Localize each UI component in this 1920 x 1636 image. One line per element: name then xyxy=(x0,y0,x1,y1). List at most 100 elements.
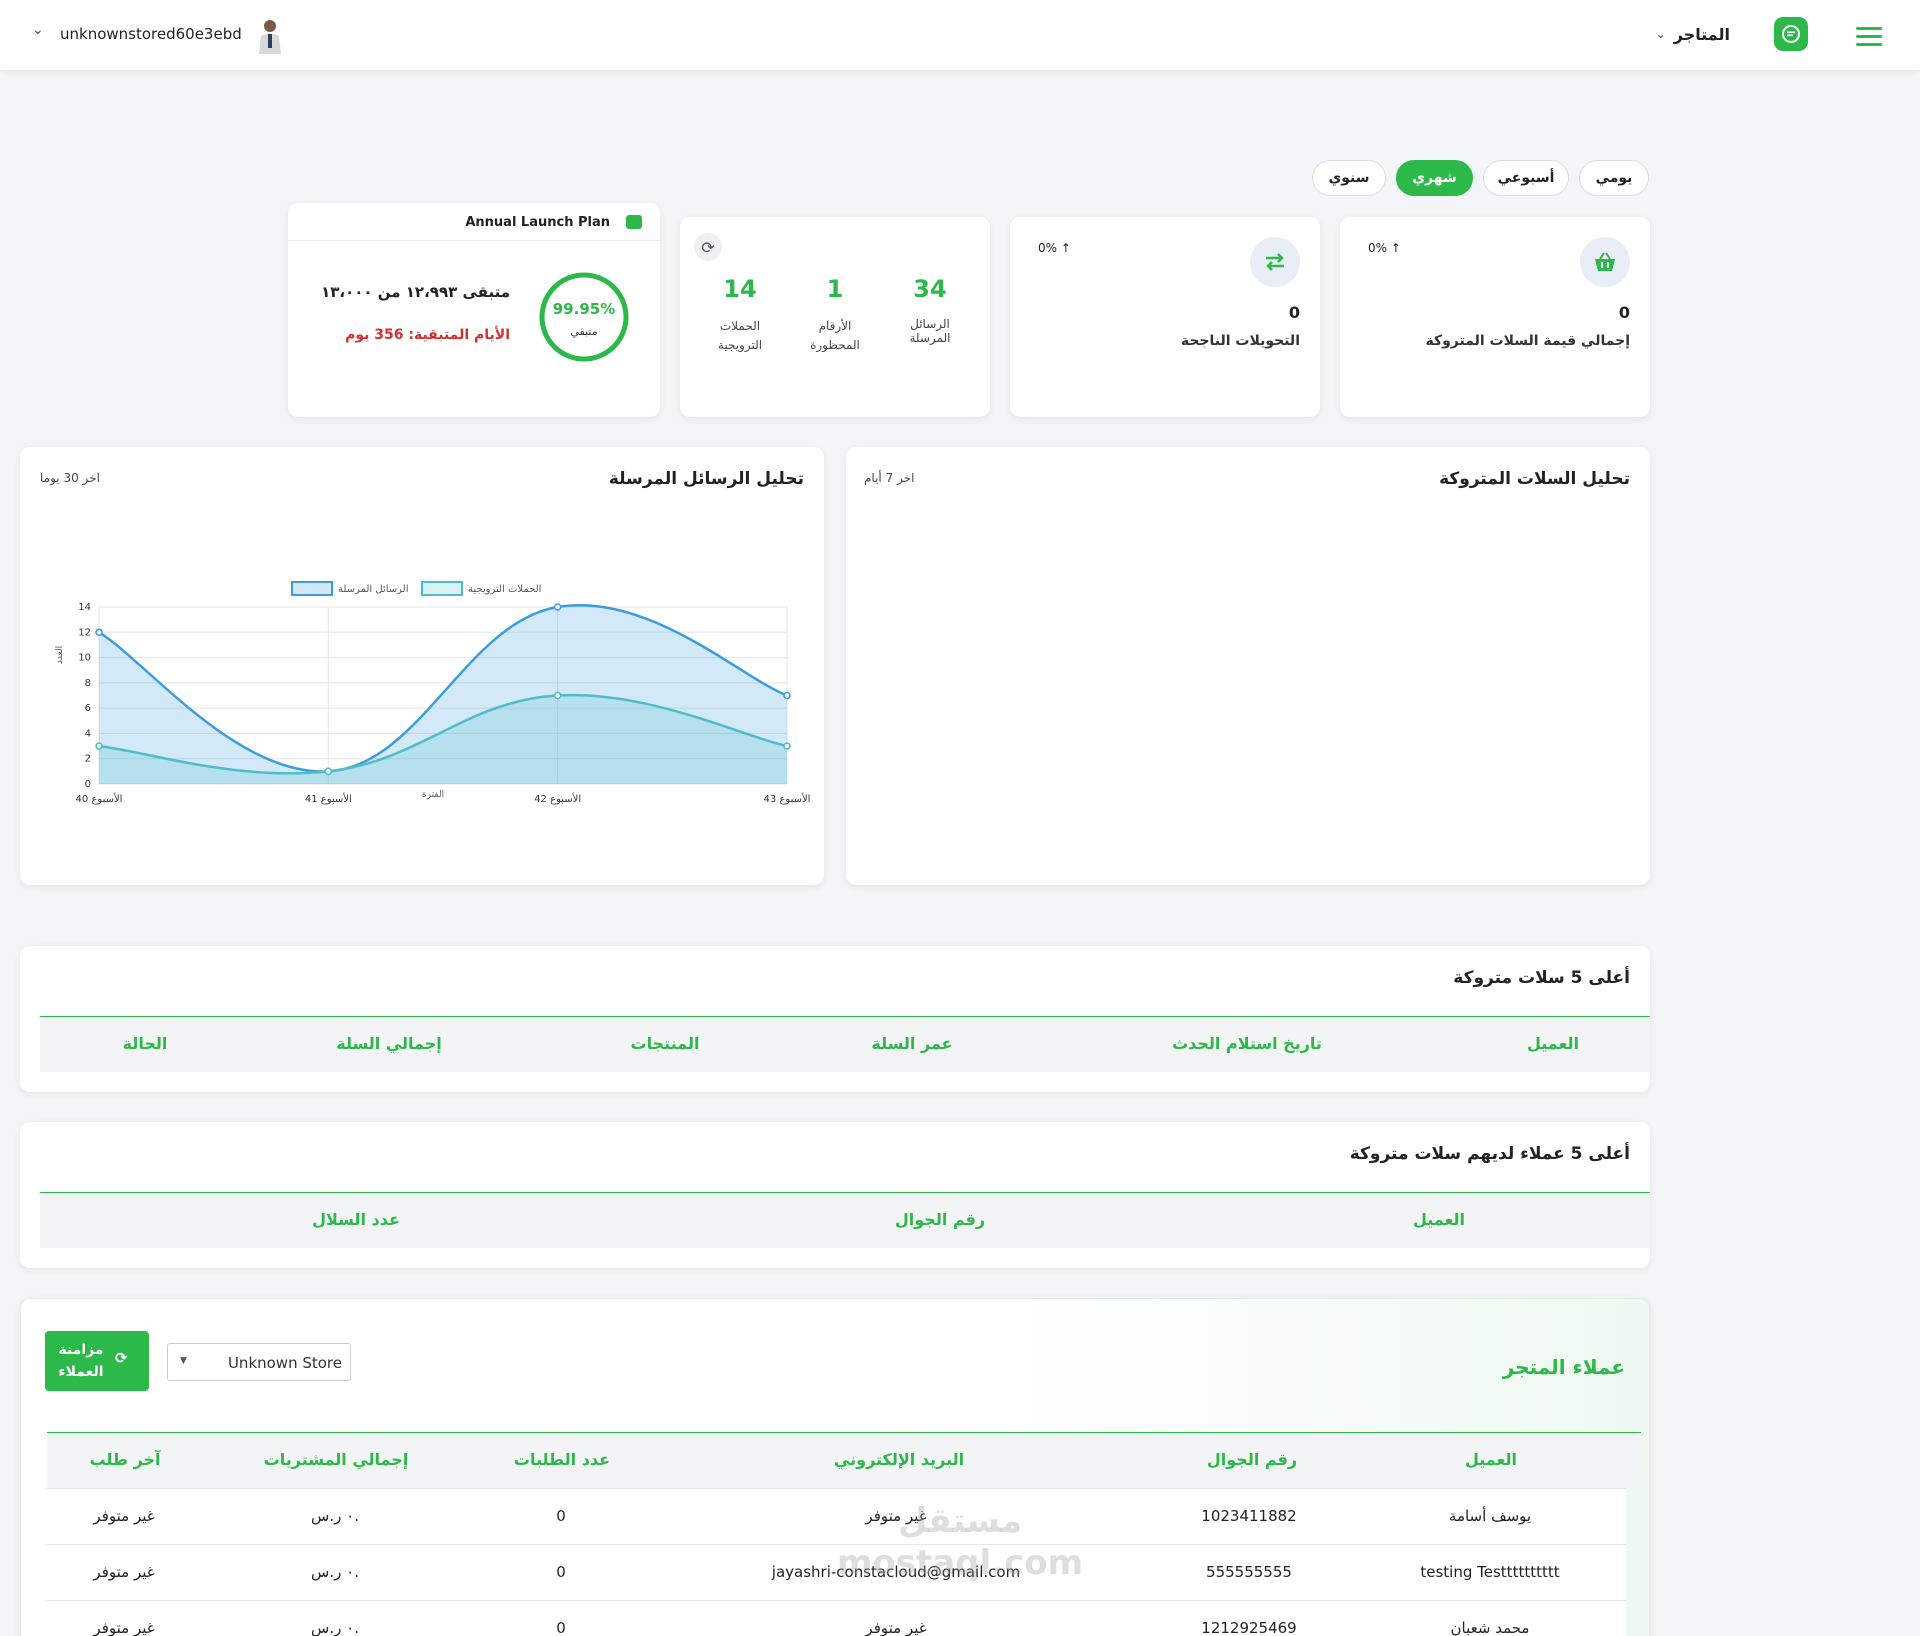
data-point xyxy=(783,742,791,750)
user-avatar[interactable] xyxy=(254,16,286,54)
column-header[interactable]: آخر طلب xyxy=(89,1450,161,1469)
stores-dropdown[interactable]: المتاجر ⌄ xyxy=(1650,22,1730,46)
username-label[interactable]: unknownstored60e3ebd xyxy=(60,25,242,43)
customer-orders: 0 xyxy=(556,1507,566,1525)
plan-card: Annual Launch Plan 99.95% متبقي متبقى ١٢… xyxy=(288,203,660,417)
plan-days-text: الأيام المتبقية: 356 يوم xyxy=(345,327,510,343)
table-row[interactable]: يوسف أسامة 1023411882 غير متوفر 0 ٠ ر.س.… xyxy=(46,1488,1626,1544)
data-point xyxy=(324,767,333,776)
messages-analysis-panel: تحليل الرسائل المرسلة اخر 30 يوما 0 2 4 6 8 1… xyxy=(20,447,824,885)
data-point xyxy=(553,603,562,611)
top-carts-panel: أعلى 5 سلات متروكة العميل تاريخ استلام ا… xyxy=(20,946,1650,1092)
stores-label: المتاجر xyxy=(1673,24,1730,44)
arrow-up-icon: ↑ xyxy=(1390,241,1401,255)
column-header[interactable]: المنتجات xyxy=(630,1034,700,1053)
customer-orders: 0 xyxy=(556,1619,566,1636)
data-point xyxy=(553,691,562,700)
basket-icon xyxy=(1580,237,1630,287)
customer-last-order: غير متوفر xyxy=(93,1507,155,1525)
messages-stats-card: ⟳ 34 الرسائل المرسلة 1 الأرقام المحظورة 1… xyxy=(680,217,990,417)
column-header[interactable]: عمر السلة xyxy=(871,1034,953,1053)
column-header[interactable]: العميل xyxy=(1464,1450,1518,1469)
customer-name[interactable]: يوسف أسامة xyxy=(1448,1507,1532,1525)
y-tick-label: 2 xyxy=(85,754,91,765)
store-select[interactable]: ▼ Unknown Store xyxy=(167,1343,351,1381)
x-tick-label: الأسبوع 41 xyxy=(305,792,352,805)
plan-header: Annual Launch Plan xyxy=(288,203,660,241)
series-area xyxy=(99,695,787,784)
whatsapp-logo-icon xyxy=(1774,17,1808,51)
change-badge: 0% ↑ xyxy=(1038,241,1071,255)
plan-progress-ring xyxy=(539,272,629,362)
chevron-down-icon: ⌄ xyxy=(1655,27,1666,41)
table-row[interactable]: محمد شعبان 1212925469 غير متوفر 0 ٠ ر.س.… xyxy=(46,1600,1626,1636)
top-bar: المتاجر ⌄ unknownstored60e3ebd ⌄ xyxy=(0,0,1920,70)
customer-last-order: غير متوفر xyxy=(93,1619,155,1636)
customer-last-order: غير متوفر xyxy=(93,1563,155,1581)
column-header[interactable]: عدد الطلبات xyxy=(513,1450,611,1469)
chart-x-ticks: الأسبوع 40 الأسبوع 41 الأسبوع 42 الأسبوع 43 xyxy=(76,792,811,805)
campaigns-label: الحملات الترويجية xyxy=(717,319,763,352)
plan-percent-label: متبقي xyxy=(570,325,598,338)
series-line xyxy=(98,604,788,773)
menu-icon[interactable] xyxy=(1856,22,1882,51)
x-tick-label: الأسبوع 43 xyxy=(764,792,811,805)
customer-total: ٠ ر.س. xyxy=(311,1563,359,1581)
y-tick-label: 6 xyxy=(85,703,91,714)
customer-email: غير متوفر xyxy=(865,1619,927,1636)
legend-label: الحملات الترويجية xyxy=(468,584,541,595)
conversions-label: التحويلات الناجحة xyxy=(1180,333,1300,349)
column-header[interactable]: العميل xyxy=(1412,1210,1466,1229)
table-row[interactable]: testing Testttttttttt 555555555 jayashri… xyxy=(46,1544,1626,1600)
column-header[interactable]: عدد السلال xyxy=(312,1210,400,1229)
customer-name[interactable]: testing Testttttttttt xyxy=(1420,1563,1560,1581)
customer-name[interactable]: محمد شعبان xyxy=(1450,1619,1530,1636)
top-customers-panel: أعلى 5 عملاء لديهم سلات متروكة العميل رق… xyxy=(20,1122,1650,1268)
column-header[interactable]: تاريخ استلام الحدث xyxy=(1172,1034,1322,1053)
abandoned-total-value: 0 xyxy=(1618,303,1630,322)
column-header[interactable]: العميل xyxy=(1526,1034,1580,1053)
watermark-logo: مستقل mostaql.com xyxy=(836,1501,1084,1583)
legend-swatch xyxy=(291,581,333,596)
column-header[interactable]: إجمالي السلة xyxy=(336,1034,442,1053)
carts-panel-range: اخر 7 أيام xyxy=(864,471,915,485)
tab-daily[interactable]: يومي xyxy=(1579,160,1649,196)
x-tick-label: الأسبوع 40 xyxy=(76,792,123,805)
exchange-icon xyxy=(1250,237,1300,287)
user-chevron-down-icon[interactable]: ⌄ xyxy=(32,22,44,38)
y-tick-label: 8 xyxy=(85,678,91,689)
store-customers-title: عملاء المتجر xyxy=(1502,1355,1625,1379)
tab-yearly[interactable]: سنوي xyxy=(1312,160,1386,196)
column-header[interactable]: الحالة xyxy=(122,1034,168,1053)
column-header[interactable]: رقم الجوال xyxy=(894,1210,986,1229)
plan-percent: 99.95% xyxy=(552,300,616,318)
top-customers-title: أعلى 5 عملاء لديهم سلات متروكة xyxy=(1349,1144,1630,1164)
conversions-value: 0 xyxy=(1288,303,1300,322)
customer-total: ٠ ر.س. xyxy=(311,1507,359,1525)
sync-customers-button[interactable]: ⟳ مزامنة العملاء xyxy=(45,1331,149,1391)
arrow-up-icon: ↑ xyxy=(1060,241,1071,255)
abandoned-total-label: إجمالي قيمة السلات المتروكة xyxy=(1425,333,1630,349)
series-line xyxy=(98,693,788,775)
x-tick-label: الأسبوع 42 xyxy=(534,792,581,805)
customer-phone: 555555555 xyxy=(1206,1563,1292,1581)
column-header[interactable]: رقم الجوال xyxy=(1206,1450,1298,1469)
tab-monthly[interactable]: شهري xyxy=(1396,160,1473,196)
refresh-icon[interactable]: ⟳ xyxy=(694,233,722,261)
y-tick-label: 14 xyxy=(78,602,91,613)
data-point xyxy=(95,742,103,750)
carts-panel-title: تحليل السلات المتروكة xyxy=(1439,469,1630,489)
column-header[interactable]: إجمالي المشتريات xyxy=(263,1450,409,1469)
top-carts-title: أعلى 5 سلات متروكة xyxy=(1453,968,1630,988)
y-tick-label: 0 xyxy=(85,779,91,790)
messages-panel-range: اخر 30 يوما xyxy=(40,471,100,485)
box-icon xyxy=(626,215,642,229)
plan-remaining-text: متبقى ١٢،٩٩٣ من ١٣،٠٠٠ xyxy=(321,283,510,301)
blocked-numbers-label: الأرقام المحظورة xyxy=(810,319,860,352)
column-header[interactable]: البريد الإلكتروني xyxy=(833,1450,965,1469)
tab-weekly[interactable]: أسبوعي xyxy=(1483,160,1569,196)
legend-label: الرسائل المرسلة xyxy=(338,584,408,595)
store-select-value: Unknown Store xyxy=(227,1354,342,1372)
sync-icon: ⟳ xyxy=(115,1349,128,1367)
